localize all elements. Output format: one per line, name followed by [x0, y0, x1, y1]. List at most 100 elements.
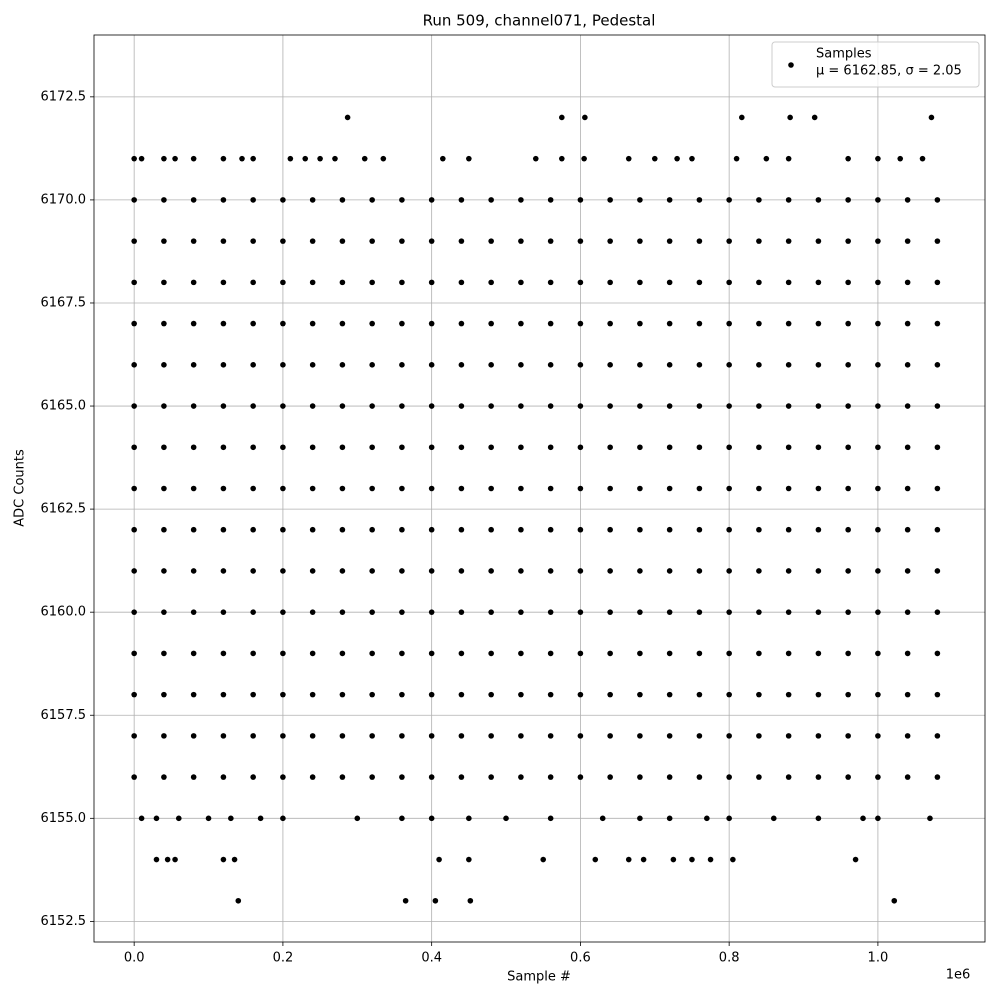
data-point [904, 485, 911, 492]
data-point [547, 485, 554, 492]
data-point [637, 320, 643, 327]
data-point [280, 444, 286, 451]
data-point [934, 733, 941, 739]
legend-box [771, 41, 980, 88]
data-point [875, 197, 881, 203]
data-point [309, 526, 316, 533]
data-point [436, 856, 442, 863]
data-point [934, 774, 941, 780]
data-point [785, 774, 792, 780]
data-point [518, 403, 524, 409]
data-point [518, 485, 524, 492]
data-point [518, 197, 524, 203]
data-point [280, 691, 286, 698]
data-point [250, 155, 256, 162]
x-offset-label: 1e6 [946, 968, 971, 983]
data-point [904, 238, 911, 244]
data-point [339, 485, 346, 492]
data-point [131, 609, 137, 615]
data-point [466, 856, 472, 863]
data-point [428, 362, 435, 368]
data-point [458, 444, 465, 451]
data-point [250, 197, 256, 203]
data-point [592, 856, 599, 863]
data-point [190, 609, 197, 615]
data-point [696, 774, 703, 780]
data-point [228, 815, 234, 822]
data-point [696, 362, 703, 368]
x-tick-label: 0.6 [570, 951, 591, 966]
data-point [190, 362, 197, 368]
data-point [607, 197, 613, 203]
data-point [934, 609, 941, 615]
data-point [488, 485, 494, 492]
data-point [138, 155, 145, 162]
data-point [369, 485, 375, 492]
data-point [666, 238, 673, 244]
data-point [785, 485, 792, 492]
data-point [250, 774, 256, 780]
data-point [339, 403, 346, 409]
data-point [904, 609, 911, 615]
data-point [726, 691, 732, 698]
data-point [153, 856, 160, 863]
data-point [785, 197, 792, 203]
data-point [231, 856, 238, 863]
data-point [369, 609, 375, 615]
data-point [250, 526, 256, 533]
data-point [131, 774, 137, 780]
data-point [309, 320, 316, 327]
data-point [466, 155, 472, 162]
data-point [250, 279, 256, 286]
data-point [250, 609, 256, 615]
data-point [577, 362, 584, 368]
data-point [928, 114, 935, 121]
data-point [131, 320, 137, 327]
data-point [518, 568, 524, 574]
data-point [756, 444, 762, 451]
data-point [852, 856, 859, 863]
data-point [339, 320, 346, 327]
data-point [428, 609, 435, 615]
data-point [875, 609, 881, 615]
data-point [339, 238, 346, 244]
data-point [845, 238, 851, 244]
data-point [547, 238, 554, 244]
data-point [161, 403, 167, 409]
data-point [875, 526, 881, 533]
data-point [756, 238, 762, 244]
data-point [190, 320, 197, 327]
data-point [280, 733, 286, 739]
x-tick-label: 0.2 [273, 951, 294, 966]
data-point [428, 691, 435, 698]
data-point [161, 320, 167, 327]
data-point [696, 320, 703, 327]
data-point [637, 362, 643, 368]
data-point [815, 774, 822, 780]
data-point [458, 733, 465, 739]
data-point [503, 815, 509, 822]
data-point [707, 856, 714, 863]
data-point [190, 733, 197, 739]
data-point [756, 362, 762, 368]
data-point [637, 609, 643, 615]
data-point [399, 279, 405, 286]
data-point [666, 485, 673, 492]
data-point [696, 609, 703, 615]
data-point [369, 733, 375, 739]
data-point [161, 279, 167, 286]
data-point [666, 774, 673, 780]
data-point [733, 155, 740, 162]
data-point [220, 691, 227, 698]
data-point [726, 526, 732, 533]
data-point [547, 362, 554, 368]
data-point [666, 362, 673, 368]
data-point [666, 320, 673, 327]
data-point [458, 650, 465, 657]
data-point [161, 733, 167, 739]
data-point [458, 238, 465, 244]
data-point [354, 815, 361, 822]
data-point [577, 320, 584, 327]
data-point [488, 650, 494, 657]
legend-marker [788, 62, 794, 68]
